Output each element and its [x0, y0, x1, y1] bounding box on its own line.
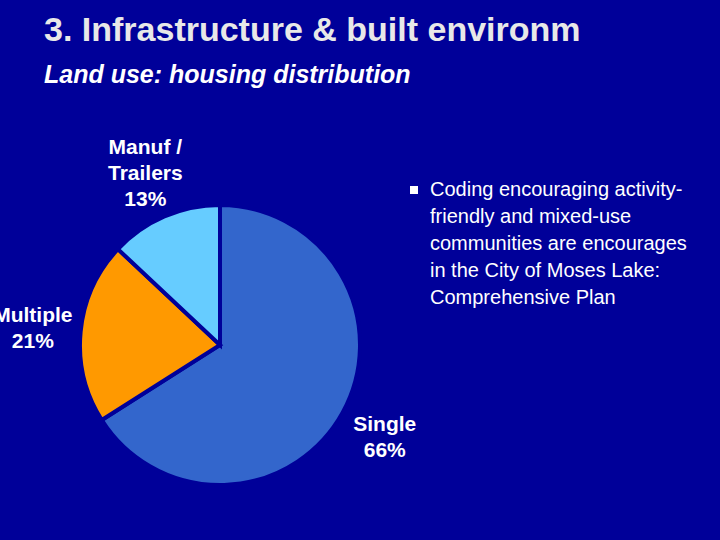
svg-text:Manuf /Trailers13%: Manuf /Trailers13%: [108, 135, 183, 210]
html-text:Land use: housing distribution: Land use: housing distribution: [44, 60, 411, 88]
html-text:Coding encouraging activity-fr: Coding encouraging activity-friendly and…: [430, 178, 687, 308]
svg-text:Multiple21%: Multiple21%: [8, 303, 72, 352]
html-text:3. Infrastructure & built envi: 3. Infrastructure & built environm: [44, 10, 581, 48]
svg-text:Single66%: Single66%: [353, 411, 416, 460]
